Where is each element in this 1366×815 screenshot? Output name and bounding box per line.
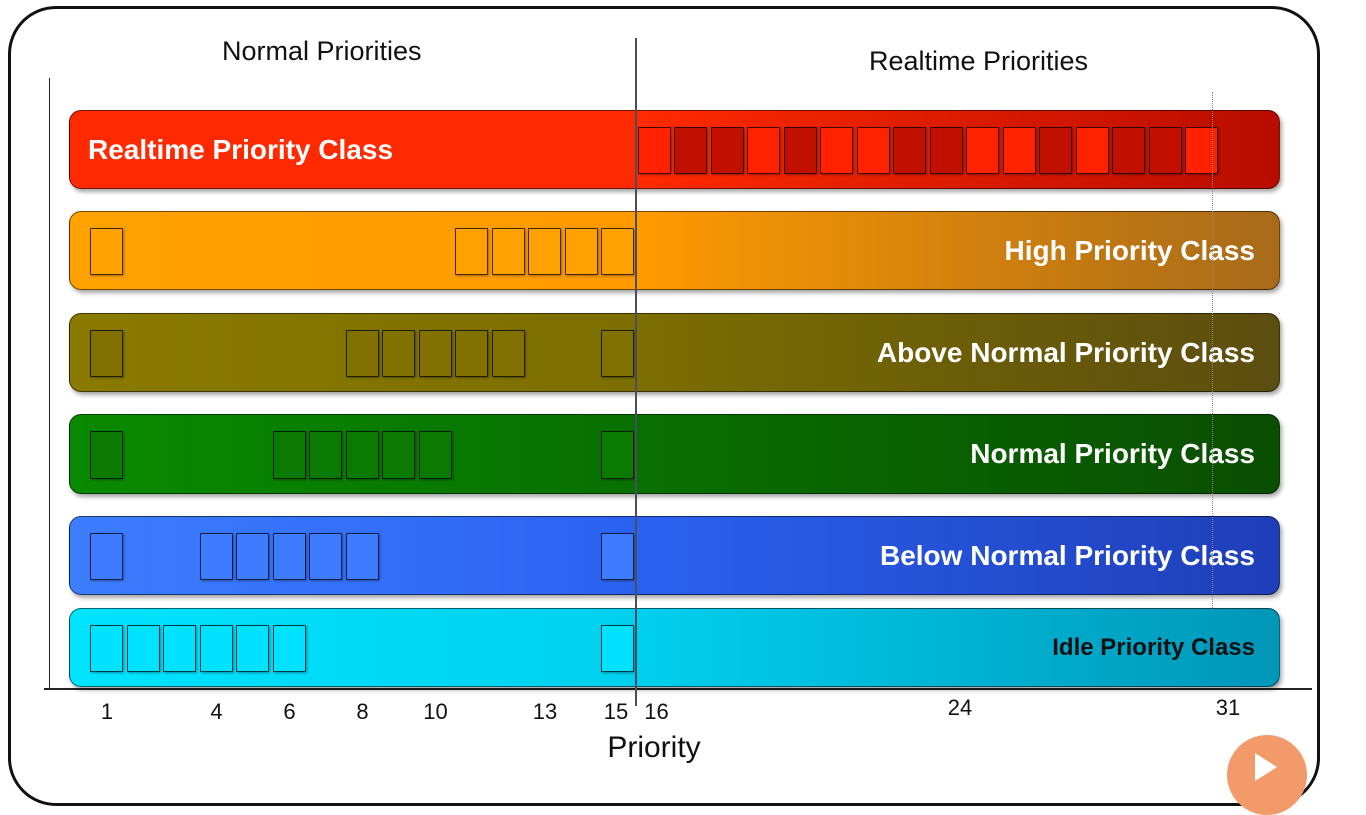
tick-label-16: 16: [644, 699, 669, 724]
priority-box-idle-1: [90, 625, 123, 672]
priority-box-high-13: [528, 228, 561, 275]
priority-box-realtime-29: [1112, 127, 1145, 174]
priority-box-realtime-31: [1185, 127, 1218, 174]
priority-box-normal-6: [272, 431, 306, 479]
priority-box-normal-9: [382, 431, 415, 479]
priority-box-above-normal-8: [345, 330, 379, 377]
band-normal: Normal Priority Class: [69, 414, 1280, 494]
y-axis-line: [49, 78, 50, 690]
priority-box-above-normal-10: [418, 330, 452, 377]
priority-box-realtime-24: [929, 127, 963, 174]
priority-box-above-normal-1: [90, 330, 123, 377]
priority-box-high-14: [564, 228, 598, 275]
priority-box-realtime-17: [674, 127, 707, 174]
tick-label-13: 13: [532, 699, 558, 724]
normal-realtime-divider: [635, 38, 637, 706]
priority-box-above-normal-12: [491, 330, 525, 377]
priority-box-realtime-23: [893, 127, 926, 174]
priority-box-normal-15: [601, 431, 634, 479]
band-realtime: Realtime Priority Class: [69, 110, 1280, 189]
priority-box-realtime-25: [966, 127, 999, 174]
priority-box-normal-8: [345, 431, 379, 479]
x-axis-title: Priority: [607, 731, 701, 764]
priority-box-below-normal-4: [199, 533, 233, 580]
band-label-high: High Priority Class: [1004, 234, 1255, 266]
band-label-realtime: Realtime Priority Class: [88, 133, 394, 165]
tick-label-4: 4: [210, 699, 223, 724]
priority-box-idle-5: [236, 625, 269, 672]
normal-priorities-header: Normal Priorities: [222, 36, 422, 66]
band-above-normal: Above Normal Priority Class: [69, 313, 1280, 392]
priority-box-high-11: [455, 228, 488, 275]
priority-box-realtime-18: [710, 127, 744, 174]
priority-box-high-1: [90, 228, 123, 275]
priority-box-below-normal-15: [601, 533, 634, 580]
tick-label-10: 10: [423, 699, 448, 724]
band-below-normal: Below Normal Priority Class: [69, 516, 1280, 595]
priority-box-realtime-16: [637, 127, 671, 174]
priority-box-below-normal-6: [272, 533, 306, 580]
priority-box-high-12: [491, 228, 525, 275]
priority-box-idle-4: [199, 625, 233, 672]
priority-box-above-normal-9: [382, 330, 415, 377]
priority-box-idle-3: [163, 625, 196, 672]
priority-box-realtime-22: [856, 127, 890, 174]
priority-box-below-normal-8: [345, 533, 379, 580]
band-label-normal: Normal Priority Class: [970, 438, 1255, 469]
tick-label-15: 15: [603, 699, 629, 724]
tick-label-1: 1: [100, 699, 114, 724]
tick-label-8: 8: [356, 699, 369, 724]
tick-label-24: 24: [947, 695, 973, 720]
band-high: High Priority Class: [69, 211, 1280, 290]
priority-box-below-normal-7: [309, 533, 342, 580]
priority-box-realtime-28: [1075, 127, 1109, 174]
priority-box-realtime-30: [1148, 127, 1182, 174]
priority-box-realtime-19: [747, 127, 780, 174]
x-axis-line: [44, 688, 1312, 690]
priority-box-above-normal-15: [601, 330, 634, 377]
band-label-below-normal: Below Normal Priority Class: [879, 539, 1255, 571]
priority-31-guide-line: [1212, 92, 1213, 612]
band-idle: Idle Priority Class: [69, 608, 1280, 687]
priority-box-realtime-27: [1039, 127, 1072, 174]
priority-box-idle-6: [272, 625, 306, 672]
priority-box-below-normal-1: [90, 533, 123, 580]
priority-box-realtime-21: [820, 127, 853, 174]
priority-box-realtime-26: [1002, 127, 1036, 174]
priority-box-normal-10: [418, 431, 452, 479]
play-icon: [1255, 753, 1277, 781]
band-label-idle: Idle Priority Class: [1052, 633, 1255, 661]
band-label-above-normal: Above Normal Priority Class: [876, 336, 1255, 368]
tick-label-6: 6: [283, 699, 296, 724]
priority-box-realtime-20: [783, 127, 817, 174]
tick-label-31: 31: [1215, 695, 1241, 720]
priority-box-idle-2: [126, 625, 160, 672]
priority-box-idle-15: [601, 625, 634, 672]
priority-box-normal-1: [90, 431, 123, 479]
realtime-priorities-header: Realtime Priorities: [869, 46, 1089, 76]
play-button[interactable]: [1227, 735, 1307, 815]
priority-box-normal-7: [309, 431, 342, 479]
priority-box-above-normal-11: [455, 330, 488, 377]
priority-box-below-normal-5: [236, 533, 269, 580]
priority-box-high-15: [601, 228, 634, 275]
